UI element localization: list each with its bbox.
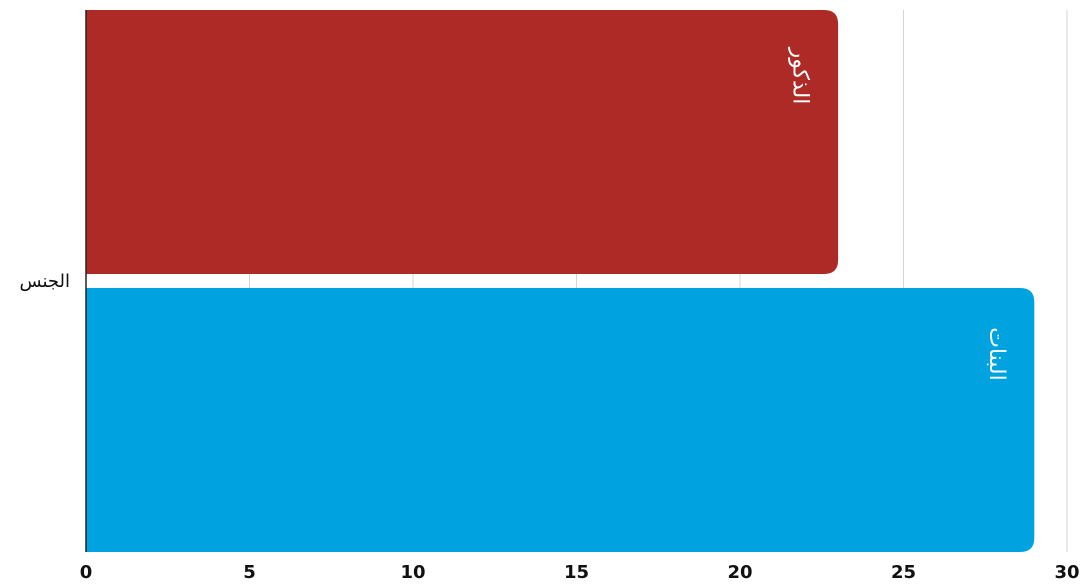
x-tick-label-25: 25 bbox=[891, 562, 916, 583]
bar-label-0: الذكور bbox=[788, 47, 813, 105]
x-tick-label-10: 10 bbox=[400, 562, 425, 583]
x-axis-ticks: 0 5 10 15 20 25 30 bbox=[80, 562, 1080, 583]
x-tick-label-5: 5 bbox=[243, 562, 256, 583]
x-tick-label-0: 0 bbox=[80, 562, 93, 583]
bar-1 bbox=[86, 288, 1035, 552]
x-tick-label-15: 15 bbox=[564, 562, 589, 583]
bar-0 bbox=[86, 10, 839, 274]
category-label: الجنس bbox=[20, 271, 70, 292]
bars: الذكور البنات bbox=[86, 10, 1035, 552]
x-tick-label-20: 20 bbox=[727, 562, 752, 583]
bar-label-1: البنات bbox=[984, 327, 1009, 381]
x-tick-label-30: 30 bbox=[1054, 562, 1079, 583]
